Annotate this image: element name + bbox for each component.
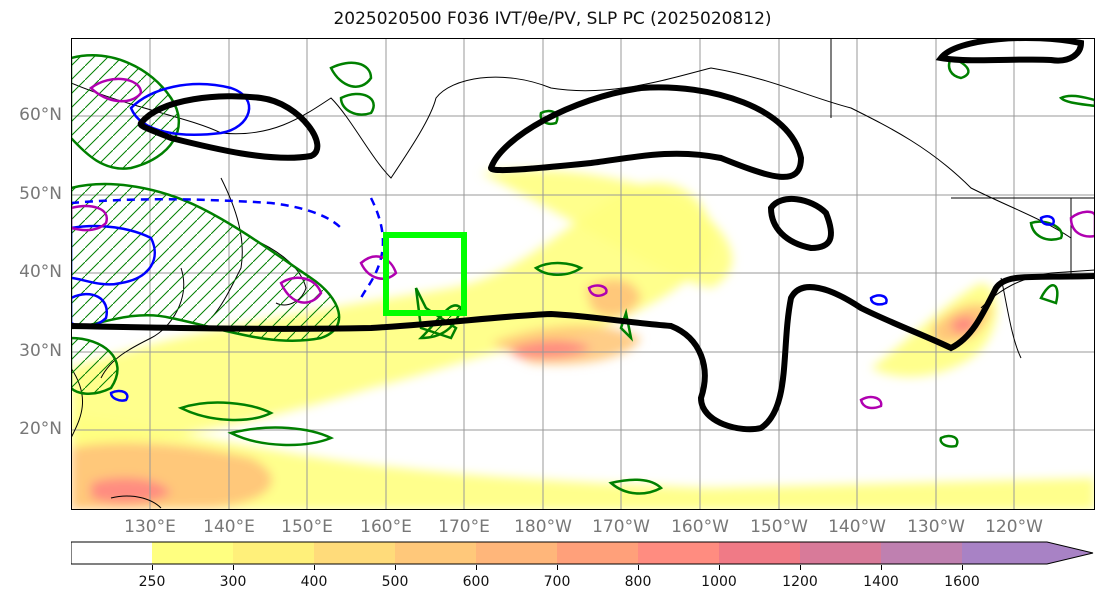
slp-contours bbox=[71, 38, 1095, 433]
lat-label-50: 50°N bbox=[19, 184, 62, 204]
colorbar-cell bbox=[719, 542, 800, 564]
lon-label-170e: 170°E bbox=[438, 517, 490, 537]
map-title: 2025020500 F036 IVT/θe/PV, SLP PC (20250… bbox=[333, 9, 772, 29]
lon-label-130w: 130°W bbox=[907, 517, 965, 537]
colorbar-label-500: 500 bbox=[381, 574, 409, 590]
colorbar-label-300: 300 bbox=[219, 574, 247, 590]
lat-label-40: 40°N bbox=[19, 262, 62, 282]
colorbar-tick bbox=[800, 565, 801, 570]
map-panel[interactable] bbox=[71, 38, 1095, 510]
green-contours bbox=[177, 56, 1095, 495]
colorbar-label-400: 400 bbox=[300, 574, 328, 590]
colorbar-label-800: 800 bbox=[624, 574, 652, 590]
colorbar-cell bbox=[476, 542, 557, 564]
lon-label-140e: 140°E bbox=[203, 517, 255, 537]
colorbar-cell bbox=[1043, 542, 1093, 564]
colorbar-tick bbox=[476, 565, 477, 570]
lon-label-160w: 160°W bbox=[671, 517, 729, 537]
colorbar-cell bbox=[152, 542, 233, 564]
colorbar-cell bbox=[314, 542, 395, 564]
colorbar-cell bbox=[71, 542, 152, 564]
colorbar-svg bbox=[70, 541, 1094, 565]
highlight-box bbox=[383, 232, 467, 316]
colorbar-tick bbox=[152, 565, 153, 570]
colorbar-label-1400: 1400 bbox=[863, 574, 899, 590]
lon-label-170w: 170°W bbox=[592, 517, 650, 537]
colorbar-label-1000: 1000 bbox=[701, 574, 737, 590]
lon-label-150e: 150°E bbox=[281, 517, 333, 537]
lon-label-130e: 130°E bbox=[124, 517, 176, 537]
colorbar-tick bbox=[314, 565, 315, 570]
colorbar-label-1200: 1200 bbox=[782, 574, 818, 590]
lon-label-120w: 120°W bbox=[985, 517, 1043, 537]
colorbar-label-1600: 1600 bbox=[944, 574, 980, 590]
map-svg bbox=[71, 38, 1095, 510]
colorbar-tick bbox=[233, 565, 234, 570]
colorbar-label-600: 600 bbox=[462, 574, 490, 590]
colorbar-tick bbox=[557, 565, 558, 570]
colorbar-cell bbox=[638, 542, 719, 564]
colorbar-cell bbox=[395, 542, 476, 564]
lon-label-180w: 180°W bbox=[514, 517, 572, 537]
colorbar-cell bbox=[233, 542, 314, 564]
colorbar-cells bbox=[71, 542, 1093, 564]
colorbar-tick bbox=[638, 565, 639, 570]
colorbar-label-700: 700 bbox=[543, 574, 571, 590]
magenta-contours bbox=[71, 77, 1095, 410]
lon-label-140w: 140°W bbox=[828, 517, 886, 537]
colorbar-cell bbox=[800, 542, 881, 564]
lat-label-20: 20°N bbox=[19, 419, 62, 439]
lat-label-30: 30°N bbox=[19, 341, 62, 361]
colorbar-tick bbox=[719, 565, 720, 570]
colorbar-tick bbox=[881, 565, 882, 570]
colorbar-cell bbox=[881, 542, 962, 564]
colorbar-cell bbox=[962, 542, 1043, 564]
colorbar-label-250: 250 bbox=[138, 574, 166, 590]
colorbar-outline bbox=[70, 541, 1094, 565]
colorbar-tick bbox=[962, 565, 963, 570]
lon-label-150w: 150°W bbox=[750, 517, 808, 537]
colorbar-cell bbox=[557, 542, 638, 564]
colorbar-tick bbox=[395, 565, 396, 570]
colorbar bbox=[70, 541, 1095, 565]
lon-label-160e: 160°E bbox=[360, 517, 412, 537]
lat-label-60: 60°N bbox=[19, 105, 62, 125]
